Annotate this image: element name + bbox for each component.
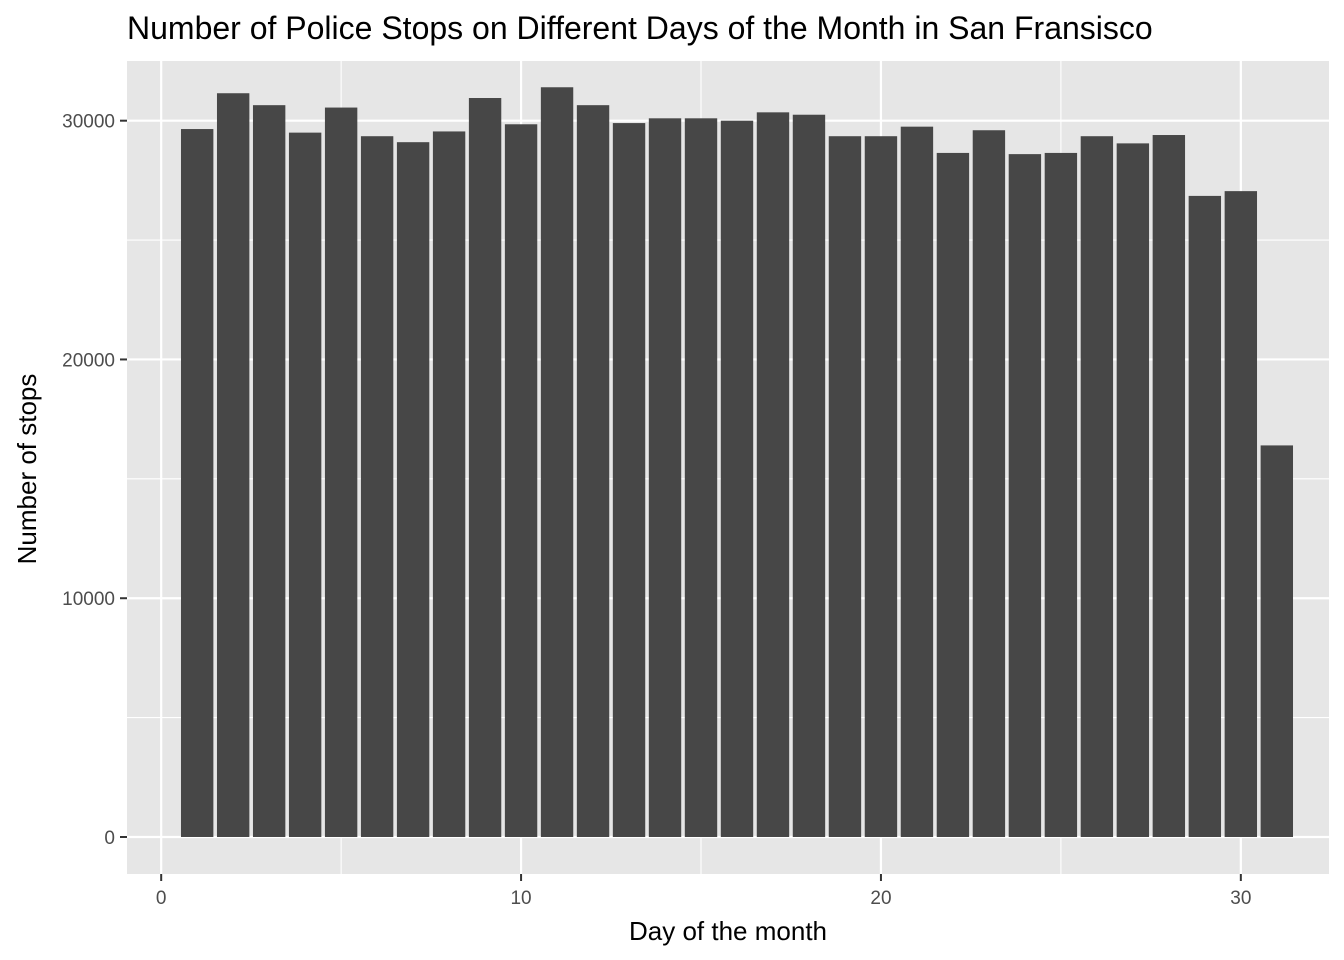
bar-day-21	[900, 126, 934, 837]
y-tick-label: 20000	[62, 350, 115, 371]
y-tick-label: 0	[104, 828, 115, 849]
bar-day-15	[684, 118, 718, 837]
bar-day-17	[756, 112, 790, 837]
y-tick-label: 10000	[62, 589, 115, 610]
bar-day-1	[180, 129, 214, 837]
chart-title: Number of Police Stops on Different Days…	[127, 10, 1153, 46]
x-tick-label: 0	[156, 888, 167, 909]
bar-day-24	[1008, 154, 1042, 837]
bar-day-22	[936, 152, 970, 837]
bar-day-25	[1044, 152, 1078, 837]
bar-day-20	[864, 136, 898, 837]
bar-day-26	[1080, 136, 1114, 837]
bar-day-14	[648, 118, 682, 837]
bar-day-16	[720, 120, 754, 837]
bar-day-12	[576, 105, 610, 837]
bar-day-29	[1188, 195, 1222, 837]
bar-day-3	[252, 105, 286, 837]
x-axis-label: Day of the month	[629, 916, 827, 946]
y-axis-label: Number of stops	[12, 374, 42, 565]
bar-day-30	[1224, 191, 1258, 837]
bar-day-23	[972, 130, 1006, 837]
x-tick-label: 20	[870, 888, 891, 909]
x-tick-label: 10	[510, 888, 531, 909]
bar-day-19	[828, 136, 862, 837]
bar-day-6	[360, 136, 394, 837]
bar-day-10	[504, 124, 538, 837]
y-tick-label: 30000	[62, 112, 115, 133]
bar-day-2	[216, 93, 250, 837]
bar-day-11	[540, 87, 574, 837]
bar-day-18	[792, 114, 826, 837]
bar-day-7	[396, 142, 430, 837]
bar-day-4	[288, 132, 322, 837]
bar-day-9	[468, 98, 502, 837]
bar-day-13	[612, 123, 646, 837]
bar-day-28	[1152, 135, 1186, 837]
bars	[180, 87, 1294, 837]
bar-day-27	[1116, 143, 1150, 837]
x-tick-label: 30	[1230, 888, 1251, 909]
bar-day-5	[324, 107, 358, 837]
bar-day-8	[432, 131, 466, 837]
axes: 0 10 20 30 0 10000 20000 30000	[62, 112, 1251, 909]
bar-day-31	[1260, 445, 1294, 837]
